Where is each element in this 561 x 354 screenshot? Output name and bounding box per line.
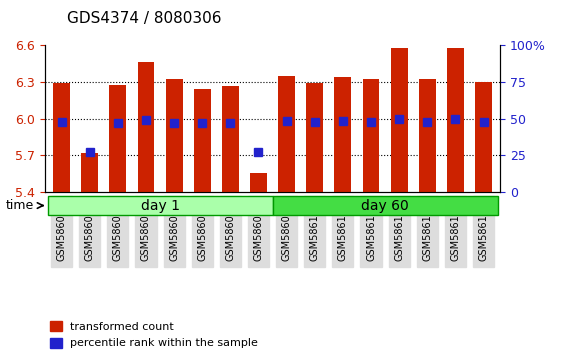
Bar: [306, 84, 323, 192]
Bar: [250, 173, 267, 192]
Bar: [222, 86, 239, 192]
Bar: [475, 82, 492, 192]
Bar: [390, 48, 408, 192]
Legend: transformed count, percentile rank within the sample: transformed count, percentile rank withi…: [50, 321, 258, 348]
Text: day 1: day 1: [141, 199, 180, 212]
Text: time: time: [6, 199, 34, 212]
Text: GDS4374 / 8080306: GDS4374 / 8080306: [67, 11, 222, 25]
Bar: [334, 77, 351, 192]
Bar: [194, 89, 211, 192]
Bar: [419, 79, 436, 192]
Text: day 60: day 60: [361, 199, 409, 212]
Bar: [165, 79, 182, 192]
Bar: [447, 48, 464, 192]
Bar: [362, 79, 379, 192]
Bar: [137, 62, 154, 192]
Bar: [109, 85, 126, 192]
Bar: [278, 76, 295, 192]
Bar: [81, 153, 98, 192]
Bar: [53, 84, 70, 192]
